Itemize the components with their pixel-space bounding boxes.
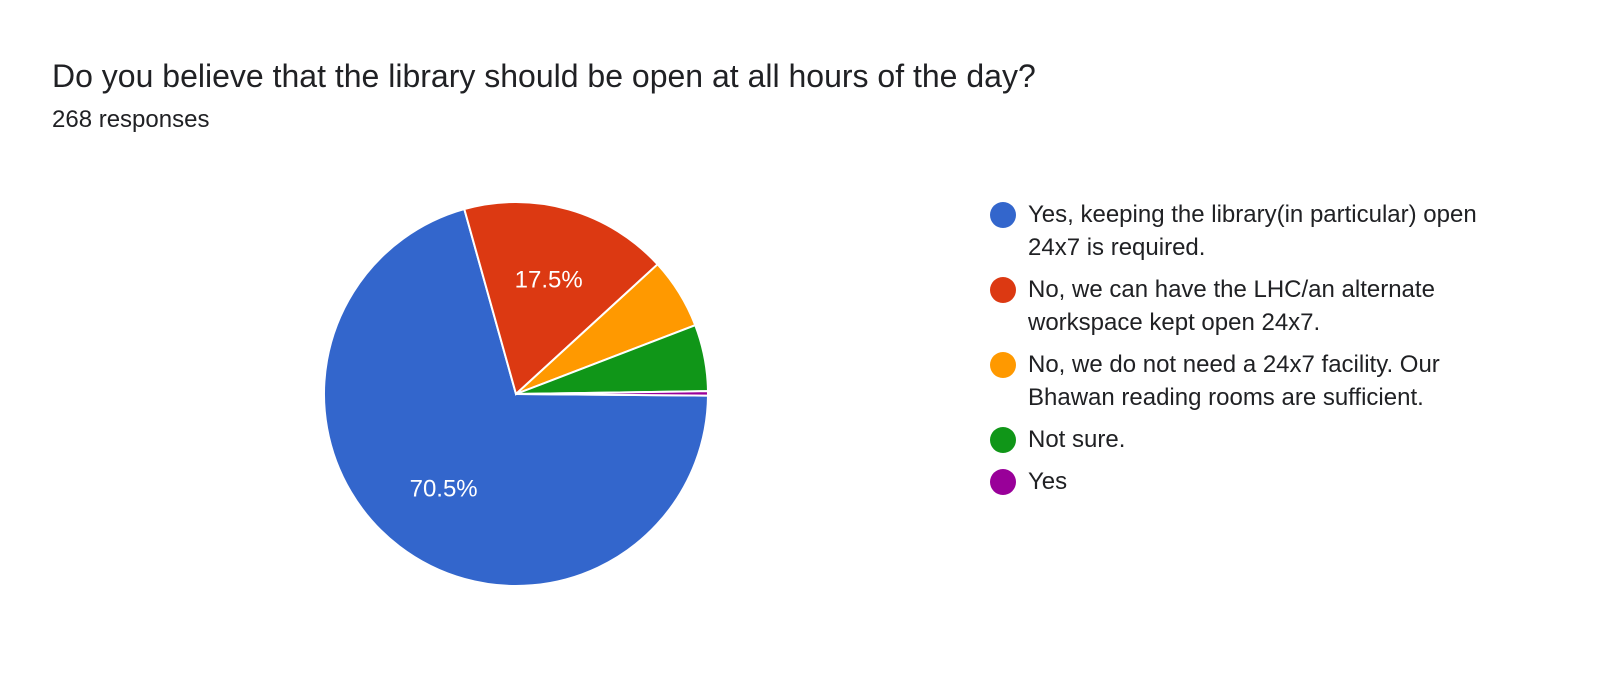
response-count: 268 responses: [52, 106, 210, 133]
legend-item[interactable]: Yes, keeping the library(in particular) …: [990, 198, 1510, 264]
pie-slice-1[interactable]: [463, 201, 660, 396]
legend-swatch: [990, 427, 1016, 453]
legend-item[interactable]: Yes: [990, 465, 1510, 498]
legend-label: No, we do not need a 24x7 facility. Our …: [1028, 351, 1440, 411]
legend-item[interactable]: No, we can have the LHC/an alternate wor…: [990, 273, 1510, 339]
legend-swatch: [990, 352, 1016, 378]
pie-slice-0[interactable]: [323, 207, 710, 587]
legend-swatch: [990, 469, 1016, 495]
legend: Yes, keeping the library(in particular) …: [990, 198, 1510, 507]
legend-label: No, we can have the LHC/an alternate wor…: [1028, 276, 1435, 336]
legend-item[interactable]: Not sure.: [990, 423, 1510, 456]
legend-swatch: [990, 202, 1016, 228]
legend-label: Yes: [1028, 468, 1068, 495]
slice-label-1: 17.5%: [515, 267, 583, 294]
legend-item[interactable]: No, we do not need a 24x7 facility. Our …: [990, 348, 1510, 414]
legend-label: Yes, keeping the library(in particular) …: [1028, 201, 1477, 261]
question-title: Do you believe that the library should b…: [52, 58, 1036, 94]
pie-slice-4[interactable]: [515, 390, 709, 397]
legend-label: Not sure.: [1028, 426, 1126, 453]
legend-swatch: [990, 277, 1016, 303]
slice-label-0: 70.5%: [410, 476, 478, 503]
